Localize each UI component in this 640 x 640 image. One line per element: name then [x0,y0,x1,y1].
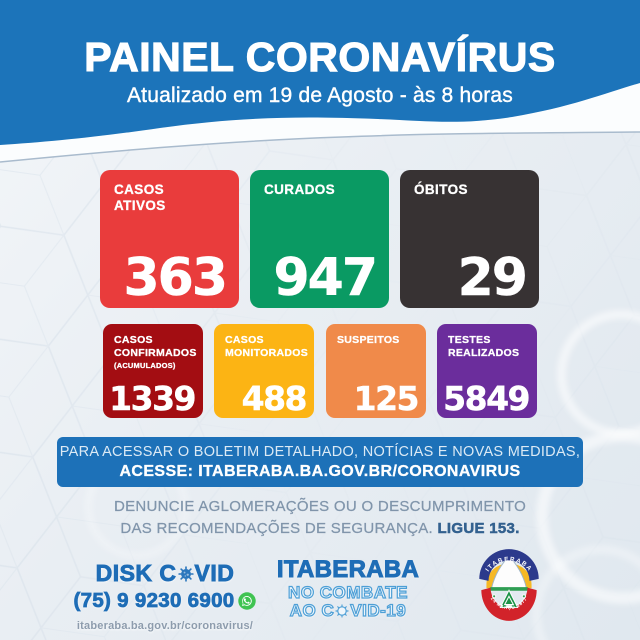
itaberaba-crest-logo: ITABERABA 24 MARÇO 1877 [479,549,539,621]
crest-sprig-dot [522,595,525,598]
stat-label-line1: CASOS [114,182,165,197]
stat-label-line2: CONFIRMADOS [114,347,197,360]
crest-red-ribbon [481,587,537,621]
notice-ligue-153: LIGUE 153. [437,519,520,538]
crest-sprig-dot [493,595,496,598]
stat-value: 5849 [443,379,531,418]
access-bulletin-banner[interactable]: PARA ACESSAR O BOLETIM DETALHADO, NOTÍCI… [57,437,583,487]
stat-card-curados: CURADOS 947 [250,170,389,308]
notice-line1: DENUNCIE AGLOMERAÇÕES OU O DESCUMPRIMENT… [113,498,527,515]
banner-link-text: ACESSE: ITABERABA.BA.GOV.BR/CORONAVIRUS [119,462,521,480]
notice-line2: DAS RECOMENDAÇÕES DE SEGURANÇA. [120,519,438,537]
stat-label-line2: ATIVOS [114,197,166,213]
stat-label-line1: ÓBITOS [414,182,468,197]
campaign-line3-prefix: AO C [289,600,335,620]
stat-sublabel: (ACUMULADOS) [114,361,176,371]
header-wave [0,0,640,163]
stat-card-testes-realizados: TESTES REALIZADOS 5849 [437,324,537,418]
stat-card-casos-monitorados: CASOS MONITORADOS 488 [214,324,314,418]
disk-covid-prefix: DISK C [95,560,177,587]
campaign-line3-suffix: VID-19 [350,600,407,620]
stat-value: 125 [353,379,419,418]
stat-label: CURADOS [264,182,335,198]
campaign-logo: ITABERABA NO COMBATE AO C VID-19 [270,556,426,620]
stat-value: 1339 [109,379,197,418]
crest-green-triangle [499,589,519,609]
stat-label: CASOS ATIVOS [114,182,166,214]
stat-label-line1: TESTES [448,334,491,346]
header-blue-shape [0,0,640,145]
disk-covid-title: DISK C VID [52,560,278,587]
stat-value: 29 [457,248,528,308]
stat-label: CASOS CONFIRMADOS (ACUMULADOS) [114,334,197,371]
stat-card-obitos: ÓBITOS 29 [400,170,539,308]
stat-value: 363 [123,248,228,308]
stat-label-line1: CASOS [114,334,153,346]
stat-label: CASOS MONITORADOS [225,334,308,360]
wave-accent-line [0,131,640,163]
stat-value: 947 [273,248,378,308]
stat-label-line2: REALIZADOS [448,347,520,360]
stat-label-line1: SUSPEITOS [337,334,400,346]
phone-line: (75) 9 9230 6900 [52,589,278,613]
stat-value: 488 [241,379,307,418]
report-notice: DENUNCIE AGLOMERAÇÕES OU O DESCUMPRIMENT… [0,496,640,540]
stat-card-casos-ativos: CASOS ATIVOS 363 [100,170,239,308]
disk-covid-suffix: VID [194,560,235,587]
stat-label-line1: CURADOS [264,182,336,197]
stat-label: TESTES REALIZADOS [448,334,519,360]
campaign-no-combate: NO COMBATE [287,583,408,602]
wave-white-band [0,83,640,162]
stat-card-casos-confirmados: CASOS CONFIRMADOS (ACUMULADOS) 1339 [103,324,203,418]
stat-label-line1: CASOS [225,334,264,346]
crest-inner-triangle [503,595,515,606]
crest-ground [489,587,529,591]
stat-card-suspeitos: SUSPEITOS 125 [326,324,426,418]
page-title: PAINEL CORONAVÍRUS [84,33,556,80]
banner-line1: PARA ACESSAR O BOLETIM DETALHADO, NOTÍCI… [59,443,581,460]
crest-blue-arch [479,549,539,581]
stat-label: ÓBITOS [414,182,468,198]
stat-label: SUSPEITOS [337,334,400,347]
stat-label-line2: MONITORADOS [225,347,309,360]
phone-number: (75) 9 9230 6900 [73,589,235,613]
campaign-itaberaba: ITABERABA [276,556,420,584]
virus-icon [177,565,194,582]
campaign-ao-covid19: AO C VID-19 [270,600,426,620]
virus-outline-icon [335,604,349,618]
whatsapp-icon[interactable] [238,592,257,610]
updated-at-subtitle: Atualizado em 19 de Agosto - às 8 horas [126,84,514,107]
disk-covid-block: DISK C VID (75) 9 9230 6900 itaberaba.ba.… [52,560,278,632]
crest-triangle-base [506,605,512,608]
footer-url[interactable]: itaberaba.ba.gov.br/coronavirus/ [76,620,254,632]
